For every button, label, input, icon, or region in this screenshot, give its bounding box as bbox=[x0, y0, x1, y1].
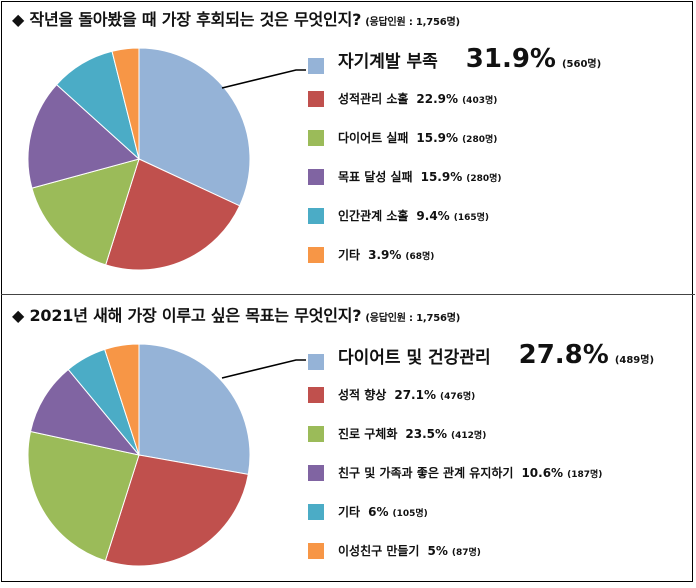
pie-slice-2 bbox=[105, 158, 241, 271]
legend-percent: 5% bbox=[427, 544, 448, 558]
legend-label: 다이어트 실패 bbox=[338, 131, 409, 145]
legend-swatch bbox=[308, 426, 324, 442]
legend-count: (87명) bbox=[451, 548, 481, 558]
legend-swatch bbox=[308, 465, 324, 481]
legend-percent: 15.9% bbox=[416, 131, 459, 145]
pie-slice-4 bbox=[29, 368, 141, 456]
legend-swatch bbox=[308, 208, 324, 224]
legend-swatch bbox=[308, 247, 324, 263]
pie-chart bbox=[27, 343, 251, 567]
legend-count: (560명) bbox=[561, 59, 602, 70]
chart-panel-goals: ◆ 2021년 새해 가장 이루고 싶은 목표는 무엇인지? (응답인원 : 1,… bbox=[0, 296, 696, 588]
legend-item: 다이어트 및 건강관리 27.8% (489명) bbox=[308, 340, 688, 385]
legend-swatch bbox=[308, 130, 324, 146]
legend-item: 인간관계 소홀 9.4% (165명) bbox=[308, 206, 688, 245]
legend-label: 다이어트 및 건강관리 bbox=[338, 348, 491, 368]
chart-subtitle: (응답인원 : 1,756명) bbox=[365, 17, 460, 28]
legend-count: (280명) bbox=[466, 174, 502, 184]
legend-swatch bbox=[308, 387, 324, 403]
chart-title-text: ◆ 작년을 돌아봤을 때 가장 후회되는 것은 무엇인지? bbox=[12, 10, 362, 29]
legend-count: (68명) bbox=[405, 252, 435, 262]
legend-item: 목표 달성 실패 15.9% (280명) bbox=[308, 167, 688, 206]
legend-item: 기타 3.9% (68명) bbox=[308, 245, 688, 284]
legend-percent: 3.9% bbox=[368, 248, 402, 262]
legend-swatch bbox=[308, 504, 324, 520]
chart-panel-regret: ◆ 작년을 돌아봤을 때 가장 후회되는 것은 무엇인지? (응답인원 : 1,7… bbox=[0, 0, 696, 292]
pie-slice-3 bbox=[31, 158, 140, 266]
legend-label: 기타 bbox=[338, 248, 361, 262]
legend-label: 성적관리 소홀 bbox=[338, 92, 409, 106]
pie-slice-1 bbox=[138, 343, 251, 476]
legend-percent: 6% bbox=[368, 505, 389, 519]
legend-swatch bbox=[308, 169, 324, 185]
legend-label: 친구 및 가족과 좋은 관계 유지하기 bbox=[338, 466, 514, 480]
chart-title: ◆ 작년을 돌아봤을 때 가장 후회되는 것은 무엇인지? (응답인원 : 1,7… bbox=[12, 6, 460, 30]
legend-label: 목표 달성 실패 bbox=[338, 170, 413, 184]
legend-label: 이성친구 만들기 bbox=[338, 544, 420, 558]
pie-slice-2 bbox=[104, 454, 249, 567]
legend-percent: 27.1% bbox=[394, 388, 436, 402]
legend-count: (165명) bbox=[453, 213, 489, 223]
legend-item: 기타 6% (105명) bbox=[308, 502, 688, 541]
legend-percent: 27.8% bbox=[518, 340, 609, 370]
pie-slice-6 bbox=[111, 47, 140, 160]
legend-percent: 10.6% bbox=[521, 466, 564, 480]
legend-count: (476명) bbox=[439, 392, 476, 402]
legend-percent: 15.9% bbox=[420, 170, 463, 184]
pie-chart bbox=[27, 47, 251, 271]
legend-swatch bbox=[308, 543, 324, 559]
legend-swatch bbox=[308, 58, 324, 74]
legend-label: 기타 bbox=[338, 505, 361, 519]
legend-item: 성적 향상 27.1% (476명) bbox=[308, 385, 688, 424]
chart-legend: 다이어트 및 건강관리 27.8% (489명) 성적 향상 27.1% (476명) … bbox=[308, 340, 688, 580]
legend-label: 성적 향상 bbox=[338, 388, 387, 402]
chart-title: ◆ 2021년 새해 가장 이루고 싶은 목표는 무엇인지? (응답인원 : 1,… bbox=[12, 302, 460, 326]
legend-item: 자기계발 부족 31.9% (560명) bbox=[308, 44, 688, 89]
legend-count: (105명) bbox=[392, 509, 428, 519]
pie-slice-4 bbox=[27, 83, 141, 189]
legend-count: (403명) bbox=[462, 96, 498, 106]
legend-item: 진로 구체화 23.5% (412명) bbox=[308, 424, 688, 463]
legend-percent: 23.5% bbox=[405, 427, 448, 441]
legend-swatch bbox=[308, 91, 324, 107]
legend-count: (187명) bbox=[567, 470, 603, 480]
legend-label: 자기계발 부족 bbox=[338, 52, 438, 72]
legend-count: (412명) bbox=[451, 431, 487, 441]
chart-subtitle: (응답인원 : 1,756명) bbox=[365, 313, 461, 324]
chart-title-text: ◆ 2021년 새해 가장 이루고 싶은 목표는 무엇인지? bbox=[12, 306, 362, 325]
legend-item: 이성친구 만들기 5% (87명) bbox=[308, 541, 688, 580]
legend-count: (280명) bbox=[462, 135, 498, 145]
legend-item: 친구 및 가족과 좋은 관계 유지하기 10.6% (187명) bbox=[308, 463, 688, 502]
legend-swatch bbox=[308, 354, 324, 370]
legend-percent: 9.4% bbox=[416, 209, 450, 223]
pie-slice-6 bbox=[104, 343, 140, 456]
legend-item: 성적관리 소홀 22.9% (403명) bbox=[308, 89, 688, 128]
legend-percent: 22.9% bbox=[416, 92, 459, 106]
legend-percent: 31.9% bbox=[465, 44, 556, 74]
legend-label: 인간관계 소홀 bbox=[338, 209, 409, 223]
pie-slice-3 bbox=[27, 430, 140, 562]
section-divider bbox=[1, 294, 695, 295]
legend-label: 진로 구체화 bbox=[338, 427, 398, 441]
legend-count: (489명) bbox=[614, 355, 655, 366]
legend-item: 다이어트 실패 15.9% (280명) bbox=[308, 128, 688, 167]
chart-legend: 자기계발 부족 31.9% (560명) 성적관리 소홀 22.9% (403명) 다이… bbox=[308, 44, 688, 284]
